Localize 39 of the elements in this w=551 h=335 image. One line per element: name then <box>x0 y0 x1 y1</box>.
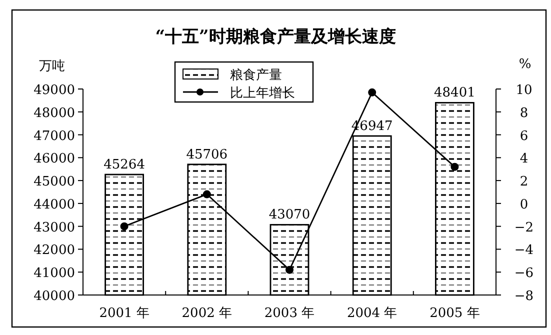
x-tick-label: 2004 年 <box>346 306 398 321</box>
y2-tick-label: 8 <box>520 106 528 121</box>
y-tick-label: 45000 <box>34 174 75 190</box>
y2-tick-label: 10 <box>516 83 532 98</box>
y-tick-label: 43000 <box>34 220 75 236</box>
point <box>368 88 376 96</box>
point <box>202 190 211 198</box>
point <box>450 162 459 171</box>
y-tick-label: 42000 <box>34 243 75 258</box>
y-tick-label: 48000 <box>34 106 75 121</box>
y2-tick-label: 4 <box>520 152 528 167</box>
legend-label: 比上年增长 <box>230 86 295 101</box>
y-tick-label: 41000 <box>34 266 75 282</box>
y-tick-label: 40000 <box>34 289 75 304</box>
y2-tick-label: −6 <box>514 266 534 282</box>
chart-title: “十五”时期粮食产量及增长速度 <box>155 27 396 47</box>
data-label: 48401 <box>434 86 476 101</box>
y-tick-label: 47000 <box>34 128 75 144</box>
y-tick-label: 44000 <box>34 197 75 212</box>
y2-tick-label: −4 <box>514 243 534 258</box>
y2-tick-label: 0 <box>520 197 528 212</box>
y-tick-label: 46000 <box>34 152 75 167</box>
x-tick-label: 2001 年 <box>99 306 150 321</box>
y2-axis-title: % <box>518 57 532 72</box>
point <box>120 222 128 230</box>
x-tick-label: 2002 年 <box>182 306 232 321</box>
data-label: 45706 <box>186 147 228 162</box>
point <box>286 266 294 274</box>
x-tick-label: 2005 年 <box>430 306 480 321</box>
y-tick-label: 49000 <box>34 83 75 98</box>
x-tick-label: 2003 年 <box>264 306 315 321</box>
y2-tick-label: 2 <box>520 174 528 190</box>
y2-tick-label: −8 <box>514 289 534 304</box>
y2-tick-label: −2 <box>514 220 534 236</box>
y-axis-title: 万吨 <box>39 59 65 74</box>
data-label: 45264 <box>104 158 145 173</box>
data-label: 43070 <box>268 208 310 223</box>
legend-label: 粮食产量 <box>230 68 282 83</box>
y2-tick-label: 6 <box>520 128 528 144</box>
